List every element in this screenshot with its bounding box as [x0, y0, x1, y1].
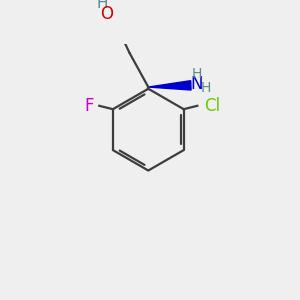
Text: H: H — [192, 67, 202, 81]
Text: O: O — [100, 5, 113, 23]
Text: H: H — [201, 81, 211, 95]
Text: F: F — [84, 97, 94, 115]
Text: N: N — [190, 76, 203, 94]
Polygon shape — [148, 81, 191, 90]
Text: H: H — [97, 0, 108, 11]
Text: Cl: Cl — [205, 97, 221, 115]
